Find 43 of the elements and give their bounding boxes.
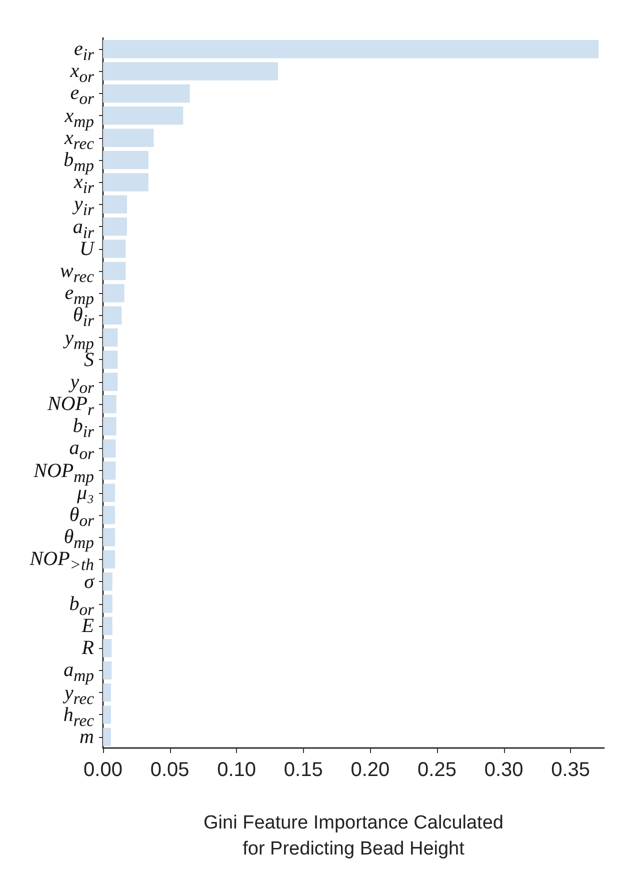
bar [103,639,112,658]
bar [103,728,112,746]
x-tick-label: 0.00 [84,759,122,781]
bar [103,683,112,702]
bar [103,262,126,280]
bar [103,106,184,125]
x-tick-label: 0.30 [484,759,524,781]
bar [103,594,112,613]
y-tick-label: y$_{mp}$ [64,326,94,353]
bar [103,528,116,546]
bar [103,173,148,192]
bar [103,328,118,347]
bar [103,128,154,147]
bar [103,616,112,636]
bar [103,394,116,414]
bar [103,661,112,680]
bar [103,350,118,369]
bar [103,550,116,569]
x-tick-label: 0.05 [150,759,190,781]
bar [103,706,112,724]
x-tick-label: 0.15 [284,759,323,781]
bar [103,62,278,80]
x-tick-label: 0.35 [551,759,590,781]
bar [103,195,128,214]
bar [103,240,126,258]
bar [103,306,122,324]
bar [103,417,116,436]
bar [103,506,116,524]
bar [103,84,190,103]
bar [103,462,116,480]
bar [103,372,118,392]
bar [103,217,128,236]
x-tick-label: 0.20 [350,759,390,781]
bar [103,40,599,58]
bar [103,484,116,502]
x-tick-label: 0.25 [418,759,456,781]
x-axis-title: Gini Feature Importance Calculated for Predicting Bead Height [204,812,504,860]
bar [103,150,148,170]
bar [103,284,124,302]
x-tick-label: 0.10 [217,759,256,781]
bar [103,572,112,591]
y-tick-label: b$_{mp}$ [64,149,94,176]
bar [103,439,116,458]
